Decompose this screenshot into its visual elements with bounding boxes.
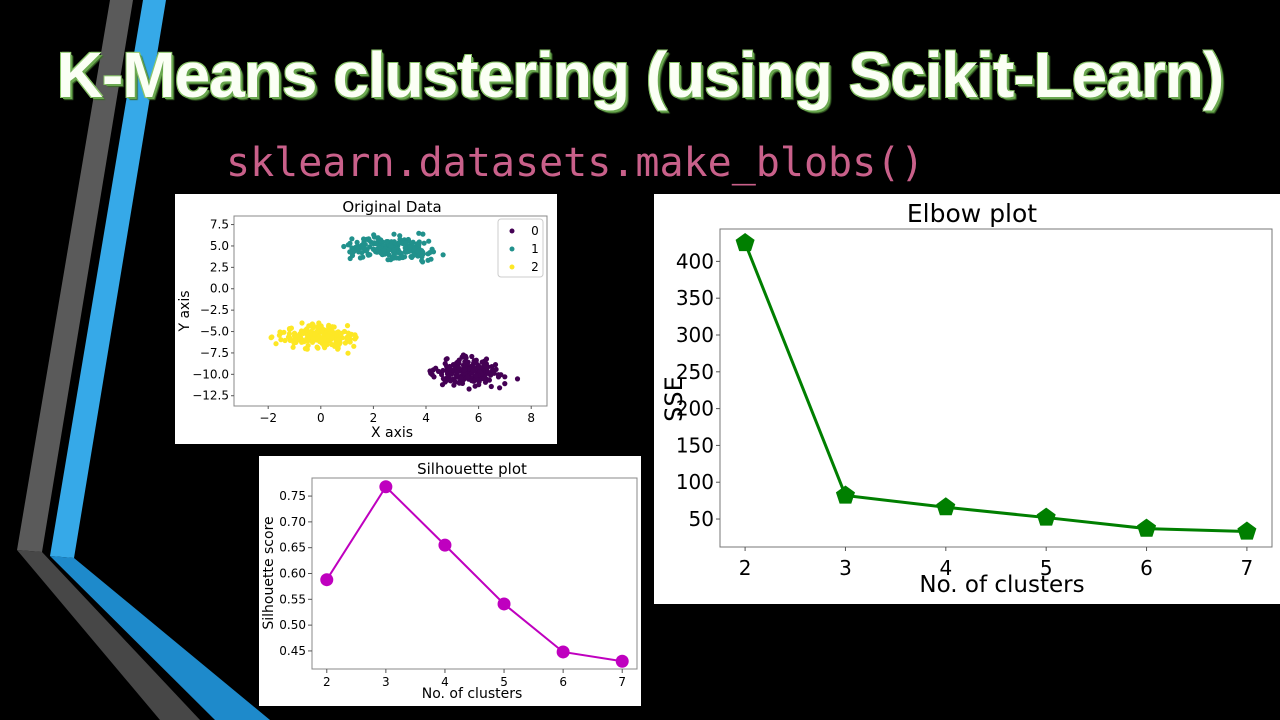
svg-text:8: 8 <box>527 411 535 425</box>
svg-text:2: 2 <box>370 411 378 425</box>
svg-text:150: 150 <box>676 433 714 457</box>
svg-text:7.5: 7.5 <box>210 218 229 232</box>
x-axis-ticks: 2 3 4 5 6 7 <box>739 547 1254 580</box>
svg-text:50: 50 <box>689 507 714 531</box>
svg-text:2: 2 <box>531 260 539 274</box>
svg-text:0.55: 0.55 <box>279 592 306 606</box>
svg-text:−10.0: −10.0 <box>192 367 229 381</box>
svg-text:6: 6 <box>559 675 567 689</box>
silhouette-line <box>320 480 629 668</box>
svg-text:2: 2 <box>323 675 331 689</box>
svg-text:6: 6 <box>475 411 483 425</box>
svg-text:5: 5 <box>500 675 508 689</box>
svg-text:300: 300 <box>676 323 714 347</box>
svg-text:−2: −2 <box>259 411 277 425</box>
svg-text:2.5: 2.5 <box>210 260 229 274</box>
svg-text:350: 350 <box>676 286 714 310</box>
y-axis-ticks: 0.75 0.70 0.65 0.60 0.55 0.50 0.45 <box>279 489 312 658</box>
svg-text:−2.5: −2.5 <box>200 303 229 317</box>
legend: 0 1 2 <box>497 218 544 278</box>
svg-text:0.60: 0.60 <box>279 567 306 581</box>
original-data-chart: Original Data −2 0 2 4 6 8 7.5 5.0 2.5 0.0 −2.5 −5… <box>175 194 557 444</box>
y-axis-ticks: 7.5 5.0 2.5 0.0 −2.5 −5.0 −7.5 −10.0 −12.5 <box>192 218 234 403</box>
elbow-line <box>735 233 1257 540</box>
chart-title: Original Data <box>342 198 441 216</box>
y-axis-label: Y axis <box>177 290 193 332</box>
svg-text:5.0: 5.0 <box>210 239 229 253</box>
svg-text:250: 250 <box>676 360 714 384</box>
x-axis-label: No. of clusters <box>919 572 1084 598</box>
svg-text:200: 200 <box>676 397 714 421</box>
svg-text:6: 6 <box>1140 556 1153 580</box>
svg-text:1: 1 <box>531 242 539 256</box>
slide-subtitle: sklearn.datasets.make_blobs() <box>226 140 925 186</box>
x-axis-label: X axis <box>371 425 413 441</box>
chart-title: Elbow plot <box>907 199 1037 228</box>
y-axis-label: SSE <box>660 376 688 422</box>
x-axis-label: No. of clusters <box>422 686 523 702</box>
svg-text:−7.5: −7.5 <box>200 346 229 360</box>
svg-text:100: 100 <box>676 470 714 494</box>
svg-text:0.75: 0.75 <box>279 489 306 503</box>
x-axis-ticks: −2 0 2 4 6 8 <box>259 406 535 425</box>
y-axis-label: Silhouette score <box>261 516 277 629</box>
svg-text:3: 3 <box>839 556 852 580</box>
svg-text:2: 2 <box>739 556 752 580</box>
svg-text:0.0: 0.0 <box>210 282 229 296</box>
chart-title: Silhouette plot <box>417 460 527 478</box>
svg-text:0: 0 <box>531 224 539 238</box>
y-axis-ticks: 400 350 300 250 200 150 100 50 <box>676 249 720 531</box>
svg-text:400: 400 <box>676 249 714 273</box>
svg-text:0.65: 0.65 <box>279 541 306 555</box>
decorative-stripes <box>17 0 270 720</box>
svg-text:4: 4 <box>939 556 952 580</box>
x-axis-ticks: 2 3 4 5 6 7 <box>323 669 626 689</box>
svg-text:7: 7 <box>618 675 626 689</box>
svg-text:7: 7 <box>1241 556 1254 580</box>
svg-text:5: 5 <box>1040 556 1053 580</box>
svg-text:−12.5: −12.5 <box>192 389 229 403</box>
svg-text:4: 4 <box>441 675 449 689</box>
svg-text:−5.0: −5.0 <box>200 325 229 339</box>
svg-text:0.70: 0.70 <box>279 515 306 529</box>
elbow-chart: Elbow plot 2 3 4 5 6 7 400 350 300 250 200 150 100 5… <box>654 194 1280 604</box>
slide-title: K-Means clustering (using Scikit-Learn) <box>56 39 1225 111</box>
svg-text:0: 0 <box>317 411 325 425</box>
svg-text:0.50: 0.50 <box>279 618 306 632</box>
scatter-points <box>268 230 521 392</box>
svg-text:3: 3 <box>382 675 390 689</box>
svg-text:0.45: 0.45 <box>279 644 306 658</box>
svg-text:4: 4 <box>422 411 430 425</box>
